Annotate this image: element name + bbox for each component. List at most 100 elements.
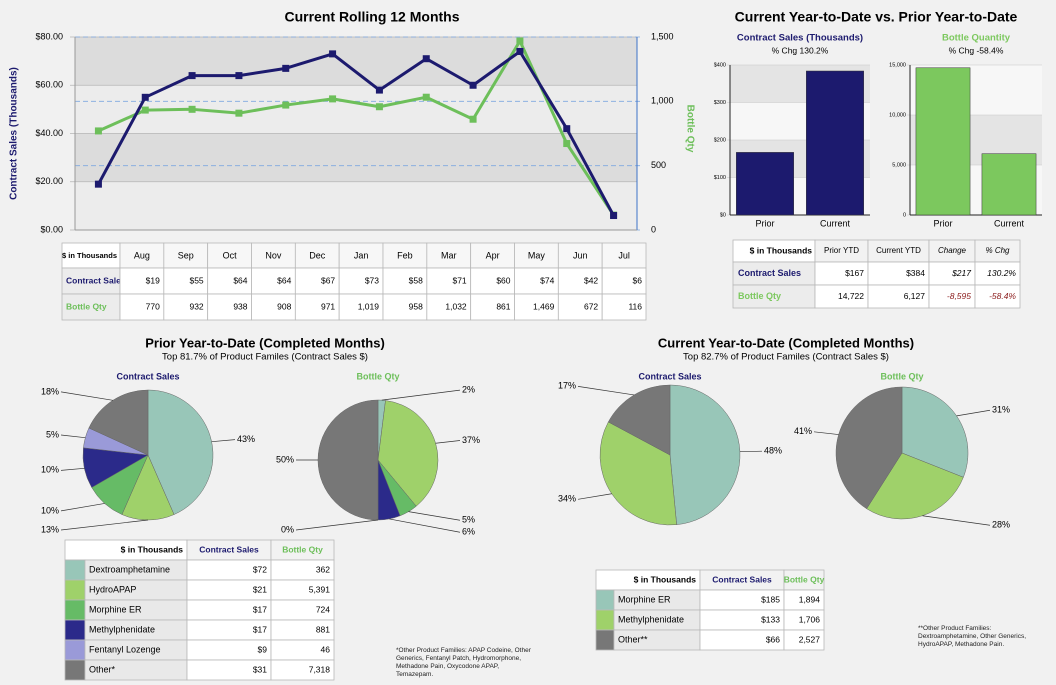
y-axis-label: Contract Sales (Thousands): [9, 67, 20, 200]
point-marker: [469, 81, 477, 89]
table-value: 7,318: [309, 664, 331, 674]
leader-line: [60, 503, 105, 512]
table-value: $72: [253, 564, 267, 574]
table-header: Jan: [354, 250, 369, 260]
leader-line: [389, 518, 461, 533]
y-tick-label: $60.00: [35, 80, 63, 90]
point-marker: [375, 86, 383, 94]
table-header: Feb: [397, 250, 413, 260]
data-label: 37%: [462, 435, 480, 445]
data-label: 2%: [462, 385, 475, 395]
point-marker: [563, 140, 571, 148]
y2-axis-label: Bottle Qty: [684, 105, 695, 153]
table-value: 724: [316, 604, 330, 614]
chart-title: Current Rolling 12 Months: [285, 9, 460, 25]
table-value: 672: [584, 301, 598, 311]
section-title: Current Year-to-Date (Completed Months): [658, 335, 914, 350]
y-tick-label: 15,000: [889, 62, 906, 68]
table-header: $ in Thousands: [750, 245, 813, 255]
legend-label: HydroAPAP: [89, 584, 136, 594]
table-value: $19: [146, 275, 160, 285]
section-subtitle: Top 82.7% of Product Familes (Contract S…: [683, 352, 889, 363]
point-marker: [282, 64, 290, 72]
table-value: 881: [316, 624, 330, 634]
table-value: 130.2%: [987, 268, 1016, 278]
table-header: Nov: [265, 250, 282, 260]
leader-line: [577, 493, 612, 500]
pie-slice: [669, 384, 741, 525]
table-value: $64: [233, 275, 247, 285]
data-label: 34%: [558, 494, 576, 504]
point-marker: [516, 47, 524, 55]
table-value: $9: [258, 644, 268, 654]
legend-label: Methylphenidate: [89, 624, 155, 634]
table-cell: [557, 293, 603, 321]
table-value: -8,595: [947, 291, 971, 301]
data-label: 50%: [276, 454, 294, 464]
table-header: Mar: [441, 250, 457, 260]
table-value: $71: [452, 275, 466, 285]
table-value: 971: [321, 301, 335, 311]
bar: [981, 153, 1037, 216]
legend-label: Dextroamphetamine: [89, 564, 170, 574]
legend-label: Other**: [618, 634, 648, 644]
table-cell: [470, 242, 515, 269]
point-marker: [282, 101, 290, 109]
data-label: 43%: [237, 434, 255, 444]
table-cell: [470, 293, 515, 321]
table-value: $74: [540, 275, 554, 285]
table-header: $ in Thousands: [634, 574, 697, 584]
x-tick-label: Current: [994, 218, 1025, 228]
data-label: 5%: [46, 429, 59, 439]
table-value: $60: [496, 275, 510, 285]
y-tick-label: 10,000: [889, 112, 906, 118]
table-header: Sep: [178, 250, 194, 260]
table-cell: [426, 242, 472, 269]
table-value: $17: [253, 604, 267, 614]
table-header: $ in Thousands: [121, 544, 184, 554]
y-tick-label: $0: [720, 212, 726, 218]
table-header: Jul: [618, 250, 630, 260]
table-value: $67: [321, 275, 335, 285]
legend-swatch: [64, 579, 86, 601]
x-tick-label: Prior: [755, 218, 774, 228]
leader-line: [922, 515, 991, 526]
y-tick-label: $0.00: [40, 224, 63, 234]
legend-swatch: [64, 619, 86, 641]
table-value: 770: [146, 301, 160, 311]
table-value: 6,127: [904, 291, 926, 301]
series-line: [97, 39, 615, 216]
y2-tick-label: 1,000: [651, 96, 674, 106]
table-value: $55: [189, 275, 203, 285]
leader-line: [408, 511, 461, 521]
y-tick-label: $40.00: [35, 128, 63, 138]
table-cell: [601, 267, 647, 295]
table-header: $ in Thousands: [62, 251, 117, 260]
section-title: Current Year-to-Date vs. Prior Year-to-D…: [735, 9, 1018, 25]
table-value: 116: [628, 301, 642, 311]
data-label: 6%: [462, 527, 475, 537]
data-label: 41%: [794, 426, 812, 436]
footnote: **Other Product Families: Dextroamphetam…: [918, 625, 1027, 648]
table-cell: [338, 267, 384, 295]
table-cell: [601, 242, 647, 269]
pie-slice: [901, 386, 969, 478]
table-cell: [470, 267, 515, 295]
point-marker: [469, 115, 477, 123]
point-marker: [141, 106, 149, 114]
leader-line: [60, 434, 86, 439]
table-value: $64: [277, 275, 291, 285]
table-value: 46: [321, 644, 331, 654]
section-subtitle: Top 81.7% of Product Familes (Contract S…: [162, 352, 368, 363]
pie-slice: [317, 399, 379, 521]
y-tick-label: $20.00: [35, 176, 63, 186]
data-label: 28%: [992, 520, 1010, 530]
bar: [806, 70, 864, 216]
table-header: May: [528, 250, 546, 260]
table-cell: [294, 242, 340, 269]
leader-line: [60, 391, 113, 401]
table-header: Bottle Qty: [784, 574, 825, 584]
table-cell: [294, 267, 340, 295]
table-value: 908: [277, 301, 291, 311]
